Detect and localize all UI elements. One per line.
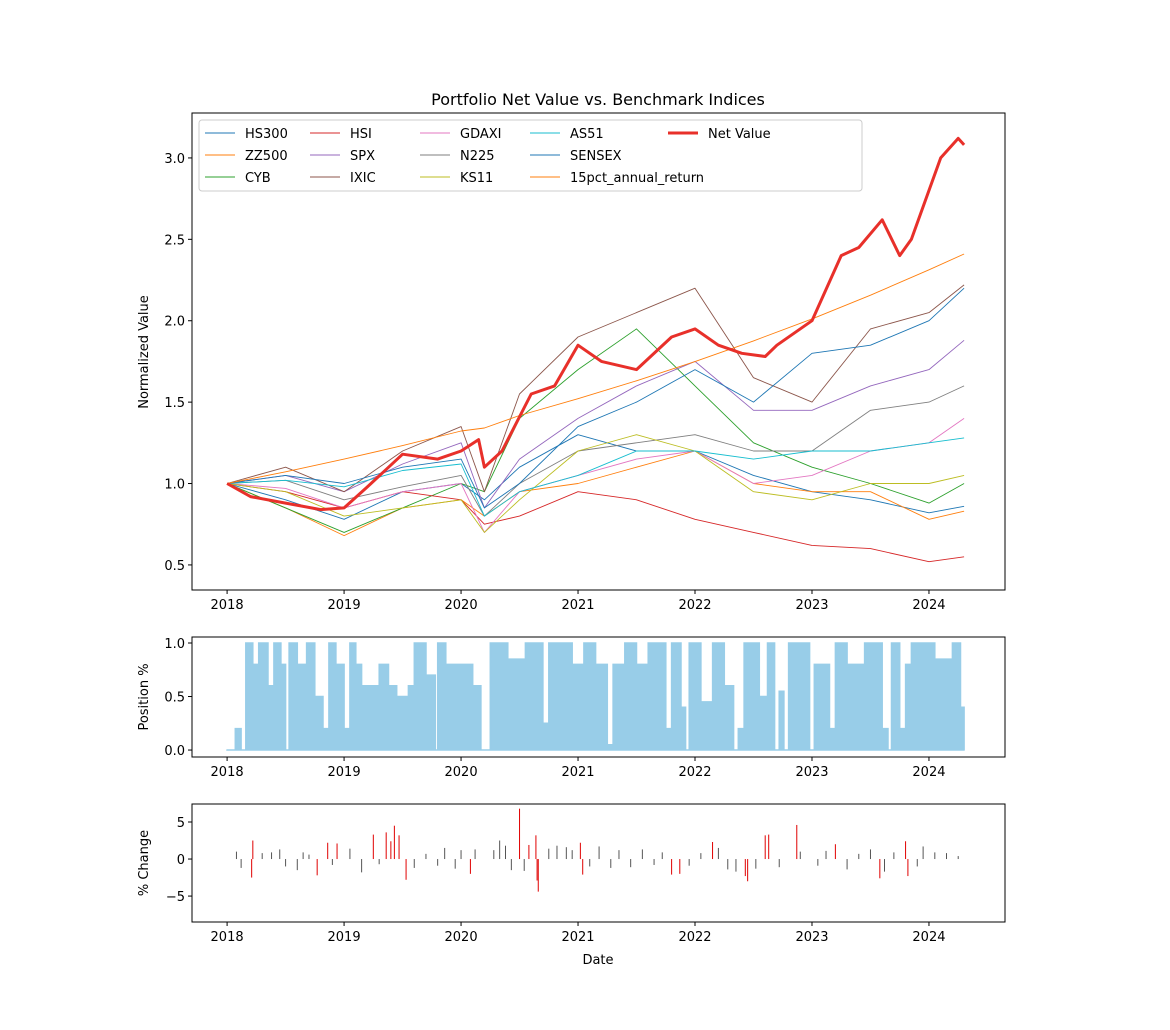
series-line-zz500 — [226, 450, 965, 537]
chart-title: Portfolio Net Value vs. Benchmark Indice… — [431, 90, 765, 109]
x-tick-label: 2018 — [211, 930, 244, 945]
legend-label: 15pct_annual_return — [570, 171, 704, 186]
position-axes: 2018 2019 2020 2021 2022 2023 2024 0.0 0.5 1.0 — [164, 636, 1006, 780]
series-line-sensex — [227, 287, 965, 509]
legend-label: AS51 — [570, 127, 604, 142]
series-line-as51 — [227, 437, 965, 517]
x-tick-label: 2024 — [912, 930, 945, 945]
legend-label: IXIC — [350, 171, 376, 186]
x-tick-label: 2023 — [795, 930, 828, 945]
legend-label: CYB — [245, 171, 271, 186]
legend-label: SPX — [350, 149, 375, 164]
x-tick-label: 2024 — [912, 598, 945, 613]
legend-label: KS11 — [460, 171, 493, 186]
x-tick-label: 2020 — [445, 765, 478, 780]
legend-label: HSI — [350, 127, 372, 142]
x-tick-label: 2023 — [795, 765, 828, 780]
legend-label: ZZ500 — [245, 149, 288, 164]
y-tick-label: −5 — [166, 890, 185, 905]
axes-frame — [191, 803, 1006, 923]
y-tick-label: 0.0 — [164, 744, 185, 759]
main-ylabel: Normalized Value — [137, 295, 152, 409]
x-tick-label: 2019 — [328, 930, 361, 945]
x-tick-label: 2019 — [328, 765, 361, 780]
x-tick-label: 2024 — [912, 765, 945, 780]
x-tick-label: 2022 — [678, 930, 711, 945]
x-tick-label: 2022 — [678, 598, 711, 613]
position-area — [226, 642, 965, 751]
y-tick-label: 2.0 — [164, 315, 185, 330]
x-tick-label: 2018 — [211, 598, 244, 613]
y-tick-label: 1.5 — [164, 396, 185, 411]
pct-change-ylabel: % Change — [137, 830, 152, 896]
series-line-spx — [227, 339, 965, 509]
y-tick-label: 2.5 — [164, 233, 185, 248]
x-tick-label: 2022 — [678, 765, 711, 780]
legend-label: HS300 — [245, 127, 288, 142]
plot-content — [226, 136, 966, 563]
x-tick-label: 2021 — [561, 765, 594, 780]
x-tick-label: 2018 — [211, 765, 244, 780]
series-line-net-value — [226, 136, 966, 512]
main-axes: 2018 2019 2020 2021 2022 2023 2024 0.5 1.0 1.5 2.0… — [164, 112, 1006, 613]
axes-frame — [191, 636, 1006, 758]
legend-label: N225 — [460, 149, 495, 164]
series-line-15pct-annual-return — [227, 253, 965, 484]
plot-content — [226, 642, 965, 751]
legend: HS300 ZZ500 CYB HSI SPX IXIC GDAXI N225 KS11 AS51… — [198, 119, 863, 192]
y-tick-label: 1.0 — [164, 637, 185, 652]
position-ylabel: Position % — [137, 663, 152, 730]
xlabel-date: Date — [582, 953, 613, 968]
series-line-hs300 — [226, 434, 965, 520]
x-tick-label: 2020 — [445, 598, 478, 613]
series-line-cyb — [226, 328, 965, 533]
x-tick-label: 2023 — [795, 598, 828, 613]
legend-label: Net Value — [708, 127, 771, 142]
legend-label: SENSEX — [570, 149, 622, 164]
y-tick-label: 5 — [177, 816, 185, 831]
series-line-ks11 — [227, 434, 965, 533]
y-tick-label: 0.5 — [164, 691, 185, 706]
x-tick-label: 2019 — [328, 598, 361, 613]
x-tick-label: 2020 — [445, 930, 478, 945]
x-tick-label: 2021 — [561, 930, 594, 945]
pct-change-axes: 2018 2019 2020 2021 2022 2023 2024 −5 0 5 — [166, 803, 1006, 945]
y-tick-label: 0 — [177, 853, 185, 868]
y-tick-label: 0.5 — [164, 559, 185, 574]
legend-label: GDAXI — [460, 127, 502, 142]
y-tick-label: 1.0 — [164, 478, 185, 493]
y-tick-label: 3.0 — [164, 152, 185, 167]
axes-frame — [191, 112, 1006, 591]
plot-content — [235, 808, 959, 892]
x-tick-label: 2021 — [561, 598, 594, 613]
